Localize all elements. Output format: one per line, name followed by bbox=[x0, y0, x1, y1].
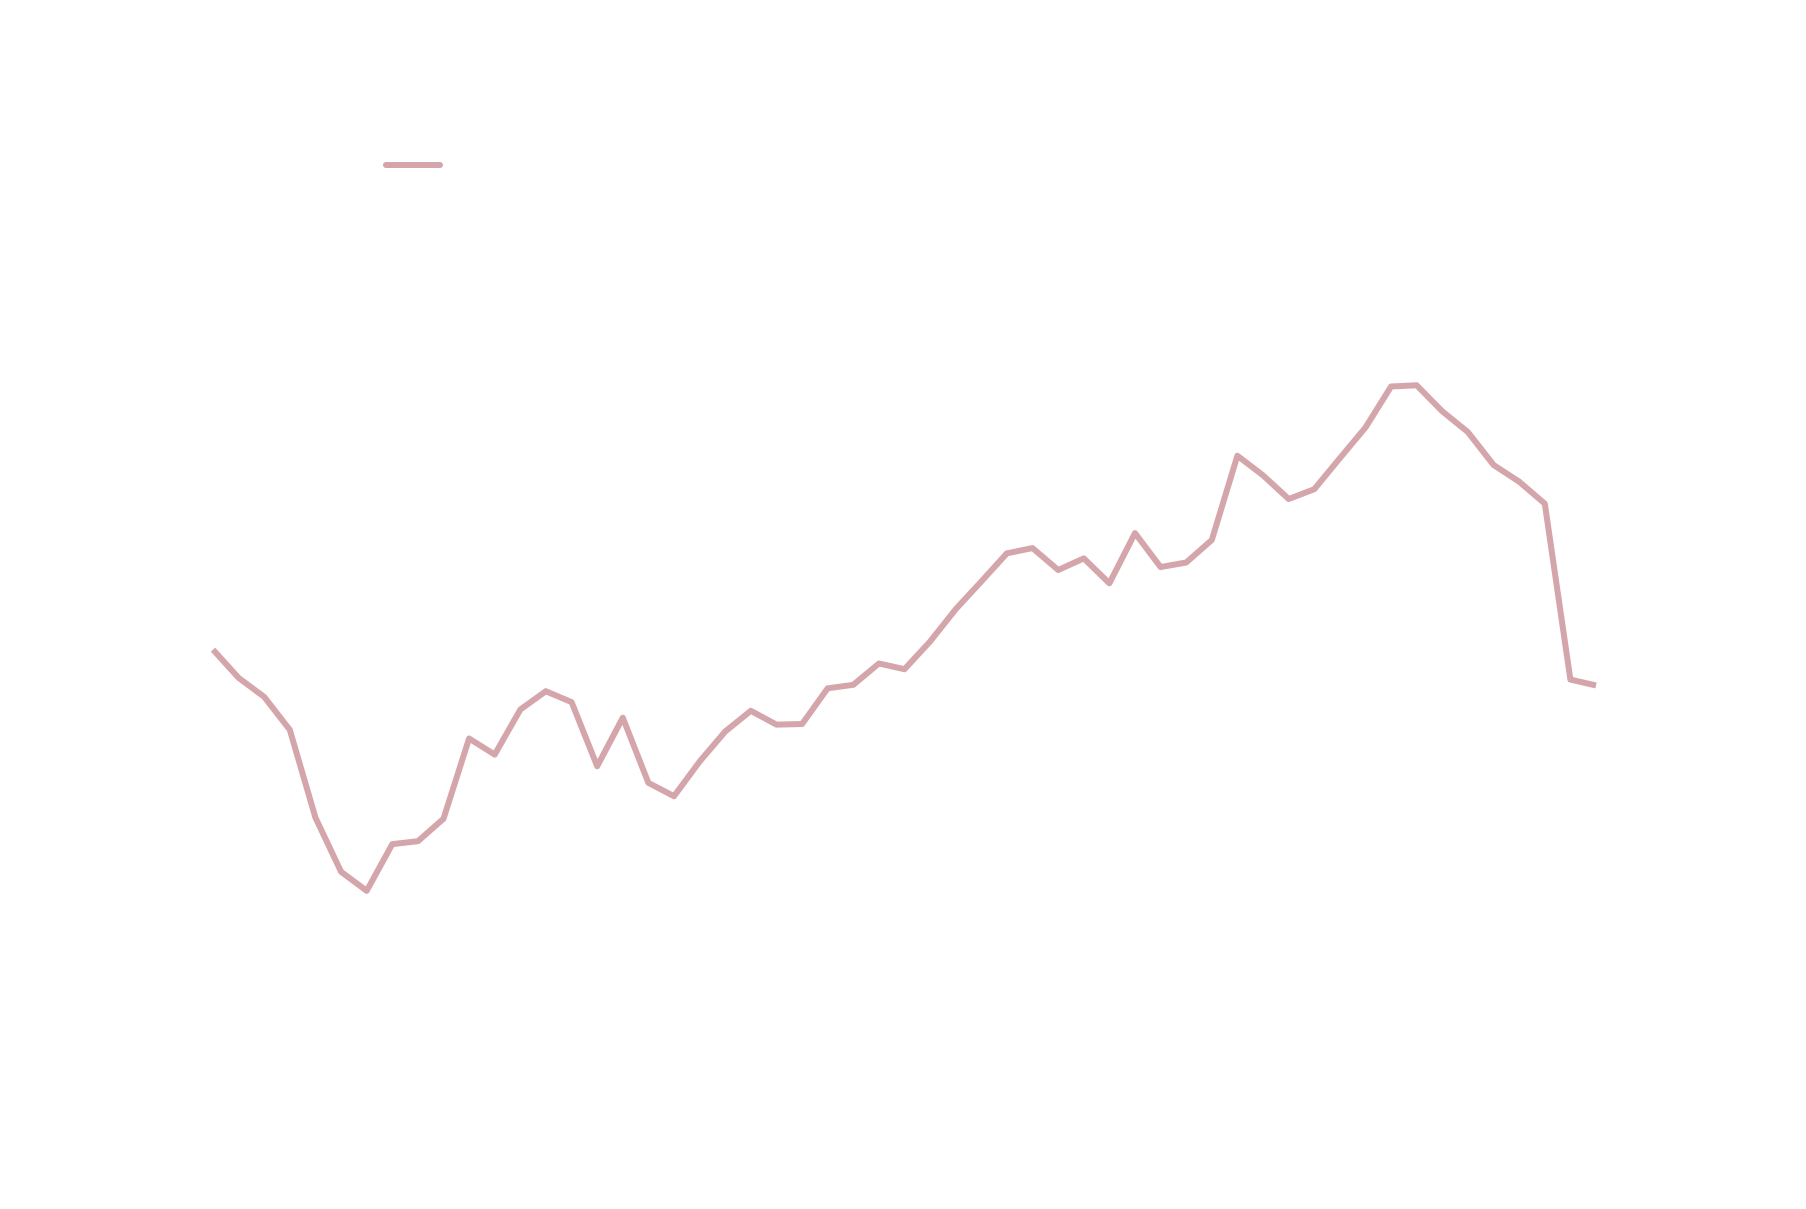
plot-area bbox=[210, 382, 1597, 894]
series-line-0 bbox=[210, 382, 1597, 894]
